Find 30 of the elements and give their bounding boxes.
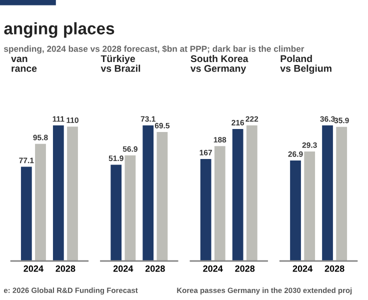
chart-title: van rance	[11, 56, 37, 72]
bar	[20, 166, 32, 261]
bar	[232, 129, 244, 261]
x-tick-label: 2028	[324, 265, 344, 272]
x-tick-label: 2024	[292, 265, 313, 272]
text: anging places	[4, 22, 114, 38]
bar	[110, 164, 122, 261]
bar	[200, 158, 212, 261]
bar	[67, 126, 78, 261]
x-tick-label: 2028	[145, 265, 165, 272]
bar	[290, 160, 301, 261]
bar	[124, 155, 136, 261]
bar	[336, 126, 348, 261]
x-tick-label: 2024	[24, 265, 44, 272]
bar	[322, 125, 333, 261]
x-tick-label: 2024	[203, 265, 223, 272]
bar	[214, 146, 226, 261]
x-tick-label: 2028	[235, 265, 255, 272]
bar	[304, 152, 316, 261]
chart-title: Türkiye vs Brazil	[100, 54, 140, 72]
chart-title: Poland vs Belgium	[280, 54, 332, 74]
bar	[35, 144, 46, 261]
bar	[156, 132, 168, 261]
bar	[246, 125, 258, 261]
x-tick-label: 2024	[113, 265, 134, 272]
text: spending, 2024 base vs 2028 forecast, $bn at PPP; dark bar is the climber	[4, 45, 304, 54]
bar	[142, 125, 154, 261]
x-tick-label: 2028	[56, 265, 76, 272]
chart-title: South Korea vs Germany	[190, 54, 248, 74]
bar	[52, 125, 64, 261]
